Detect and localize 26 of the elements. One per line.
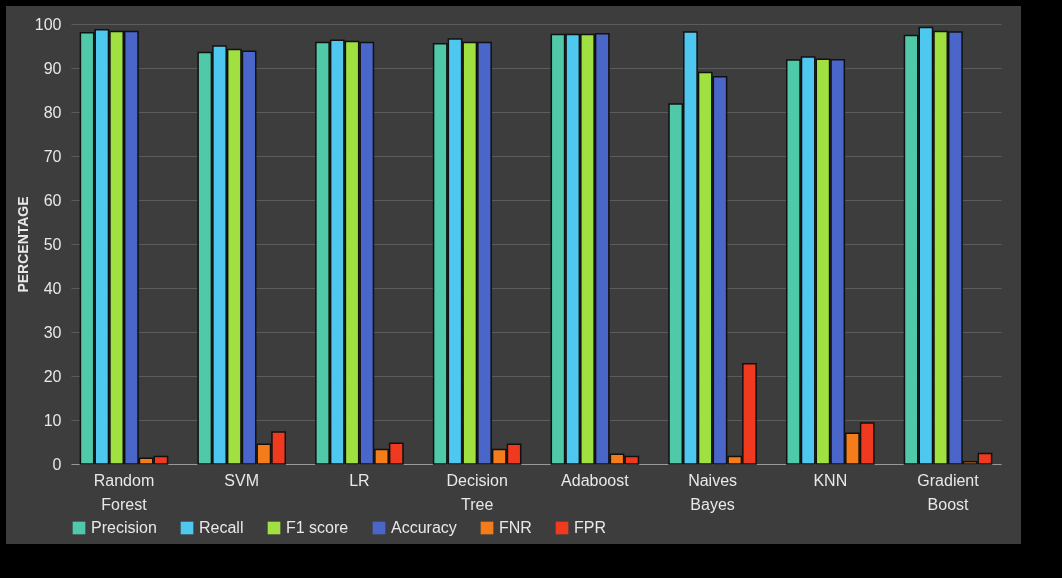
x-tick-label: Gradient Boost [917,471,980,513]
y-tick-label: 70 [43,147,62,165]
legend-label: F1 score [286,519,349,536]
y-tick-label: 0 [52,455,62,473]
y-tick-label: 20 [43,367,62,385]
legend-label: FNR [499,519,532,536]
legend-label: Recall [199,519,244,536]
y-tick-label: 90 [43,59,62,77]
y-axis-title: PERCENTAGE [14,196,31,293]
legend-label: Accuracy [391,519,457,536]
x-tick-label: LR [349,471,370,489]
y-tick-label: 10 [43,411,62,429]
x-tick-label: Naives Bayes [688,471,738,513]
x-tick-label: Adaboost [561,471,630,489]
y-tick-label: 60 [43,191,62,209]
y-tick-label: 100 [34,15,62,33]
y-tick-label: 80 [43,103,62,121]
x-tick-label: KNN [813,471,848,489]
x-tick-label: SVM [224,471,260,489]
y-tick-label: 30 [43,323,62,341]
x-tick-label: Decision Tree [446,471,508,513]
legend-label: Precision [91,519,157,536]
y-tick-label: 40 [43,279,62,297]
legend-label: FPR [574,519,606,536]
y-tick-label: 50 [43,235,62,253]
x-tick-label: Random Forest [93,471,155,513]
